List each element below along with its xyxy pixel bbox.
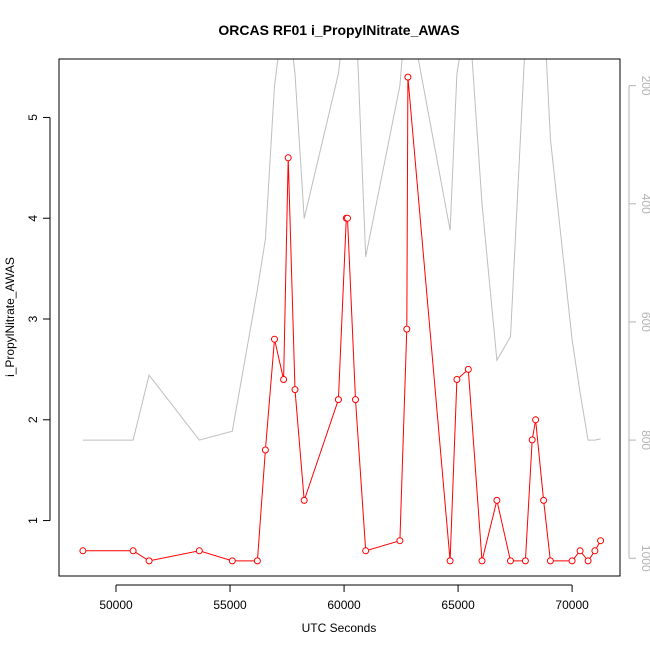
x-axis: 50000 55000 60000 65000 70000 xyxy=(99,584,589,612)
y-axis: 1 2 3 4 5 xyxy=(26,114,51,524)
series-0-point xyxy=(334,396,342,404)
x-tick-label: 70000 xyxy=(555,598,589,612)
series-0-point xyxy=(446,557,454,565)
plot-series xyxy=(79,59,605,565)
series-0-point xyxy=(597,537,605,545)
y-tick-label: 5 xyxy=(26,114,40,121)
series-0-point xyxy=(362,547,370,555)
x-tick-label: 50000 xyxy=(99,598,133,612)
series-0-point xyxy=(478,557,486,565)
series-0-point xyxy=(129,547,137,555)
series-0-point xyxy=(576,547,584,555)
series-0-point xyxy=(79,547,87,555)
y-tick-label: 3 xyxy=(26,315,40,322)
series-0-point xyxy=(280,376,288,383)
series-0-point xyxy=(591,547,599,555)
series-0-point xyxy=(253,557,261,565)
series-0-point xyxy=(195,547,203,555)
y-tick-label: 2 xyxy=(26,416,40,423)
series-0-point xyxy=(403,325,411,333)
series-0-point xyxy=(464,365,472,373)
y2-tick-label: 200 xyxy=(639,76,650,96)
series-0-point xyxy=(532,416,540,424)
series-0-point xyxy=(145,557,153,565)
series-0-point xyxy=(261,446,269,454)
plot-frame xyxy=(58,58,621,577)
chart-title: ORCAS RF01 i_PropylNitrate_AWAS xyxy=(218,22,459,38)
series-0-point xyxy=(300,496,308,504)
series-0-point xyxy=(584,557,592,565)
series-1-line xyxy=(82,59,601,441)
series-0-point xyxy=(291,386,299,394)
series-0-point xyxy=(528,436,536,444)
series-0-point xyxy=(271,335,278,343)
y-axis-label: i_PropylNitrate_AWAS xyxy=(3,257,17,377)
series-0-point xyxy=(546,557,554,565)
series-0-point xyxy=(507,557,514,565)
series-0-point xyxy=(396,537,404,545)
x-tick-label: 60000 xyxy=(327,598,361,612)
x-tick-label: 55000 xyxy=(213,598,247,612)
x-tick-label: 65000 xyxy=(441,598,475,612)
series-0-point xyxy=(540,496,548,504)
y2-tick-label: 800 xyxy=(639,430,650,450)
y2-tick-label: 600 xyxy=(639,312,650,332)
series-0-point xyxy=(404,73,412,81)
y-tick-label: 4 xyxy=(26,215,40,222)
series-0-point xyxy=(493,496,501,504)
series-0-point xyxy=(453,376,461,383)
x-axis-label: UTC Seconds xyxy=(302,621,377,635)
y-tick-label: 1 xyxy=(26,517,40,524)
series-0-line xyxy=(82,77,602,562)
series-0-point xyxy=(521,557,529,565)
series-0-point xyxy=(568,557,576,565)
series-0-point xyxy=(284,154,292,162)
y2-tick-label: 400 xyxy=(639,194,650,214)
y2-axis: 200 400 600 800 1000 xyxy=(628,76,650,572)
series-0-point xyxy=(352,396,359,404)
series-0-point xyxy=(344,214,351,222)
series-0-point xyxy=(228,557,236,565)
y2-tick-label: 1000 xyxy=(639,545,650,572)
